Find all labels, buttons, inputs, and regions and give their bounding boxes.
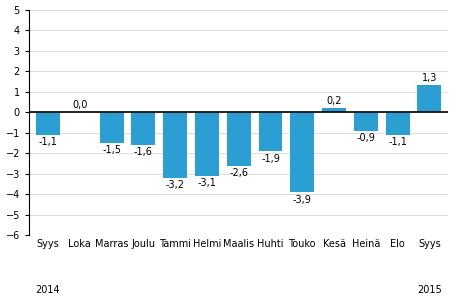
Text: -0,9: -0,9 (356, 133, 375, 143)
Text: -2,6: -2,6 (229, 168, 248, 178)
Text: -3,2: -3,2 (166, 180, 185, 190)
Bar (354, 112, 378, 131)
Bar (322, 108, 346, 112)
Text: 1,3: 1,3 (422, 73, 437, 83)
Bar (259, 112, 282, 151)
Text: -3,9: -3,9 (293, 195, 312, 205)
Text: 0,0: 0,0 (72, 100, 88, 110)
Text: -1,5: -1,5 (102, 145, 121, 156)
Bar (386, 112, 410, 135)
Text: -1,6: -1,6 (134, 147, 153, 157)
Bar (100, 112, 123, 143)
Text: -1,1: -1,1 (39, 137, 58, 147)
Text: 0,2: 0,2 (326, 96, 342, 106)
Bar (418, 85, 441, 112)
Bar (195, 112, 219, 176)
Text: -1,9: -1,9 (261, 154, 280, 164)
Bar (227, 112, 251, 165)
Text: 2014: 2014 (36, 285, 60, 295)
Text: 2015: 2015 (417, 285, 442, 295)
Bar (132, 112, 155, 145)
Bar (291, 112, 314, 192)
Bar (36, 112, 60, 135)
Text: -1,1: -1,1 (388, 137, 407, 147)
Bar (163, 112, 187, 178)
Text: -3,1: -3,1 (197, 178, 217, 188)
